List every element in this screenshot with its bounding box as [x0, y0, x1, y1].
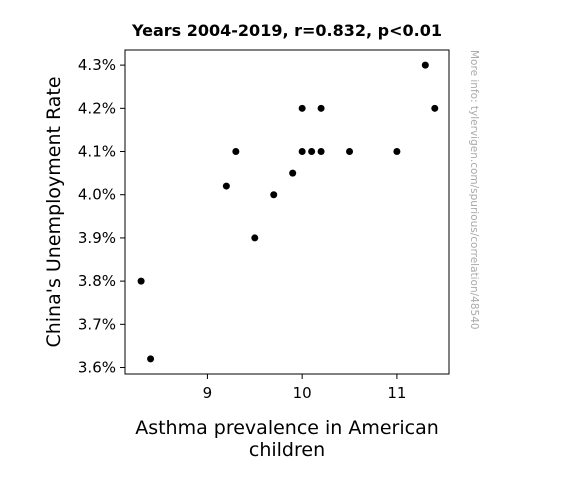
x-tick-label: 9	[203, 384, 213, 402]
watermark-text: More info: tylervigen.com/spurious/corre…	[468, 50, 480, 330]
data-point	[317, 148, 325, 156]
data-point	[393, 148, 401, 156]
data-point	[289, 169, 297, 177]
y-tick-label: 3.7%	[78, 315, 116, 333]
y-axis-ticks: 3.6% 3.7% 3.8% 3.9% 4.0% 4.1% 4.2% 4.3%	[78, 56, 125, 377]
data-point	[270, 191, 278, 199]
data-point	[222, 182, 230, 190]
data-point	[298, 104, 306, 112]
data-point	[147, 355, 155, 363]
y-tick-label: 3.9%	[78, 229, 116, 247]
plot-frame	[124, 49, 450, 375]
data-point	[137, 277, 145, 285]
y-axis-label: China's Unemployment Rate	[43, 76, 65, 347]
data-point	[308, 148, 316, 156]
data-point	[232, 148, 240, 156]
y-tick-label: 4.3%	[78, 56, 116, 74]
data-point	[346, 148, 354, 156]
data-point	[431, 104, 439, 112]
y-tick-label: 4.2%	[78, 99, 116, 117]
y-tick-label: 3.6%	[78, 359, 116, 377]
data-point	[298, 148, 306, 156]
data-point	[251, 234, 259, 242]
y-tick-label: 3.8%	[78, 272, 116, 290]
x-tick-label: 11	[387, 384, 406, 402]
x-axis-ticks: 9 10 11	[203, 374, 406, 402]
x-tick-label: 10	[293, 384, 312, 402]
chart-title: Years 2004-2019, r=0.832, p<0.01	[131, 21, 442, 40]
data-points	[137, 61, 439, 363]
data-point	[421, 61, 429, 69]
x-axis-label: Asthma prevalence in American children	[135, 417, 439, 461]
y-tick-label: 4.0%	[78, 186, 116, 204]
y-tick-label: 4.1%	[78, 143, 116, 161]
data-point	[317, 104, 325, 112]
